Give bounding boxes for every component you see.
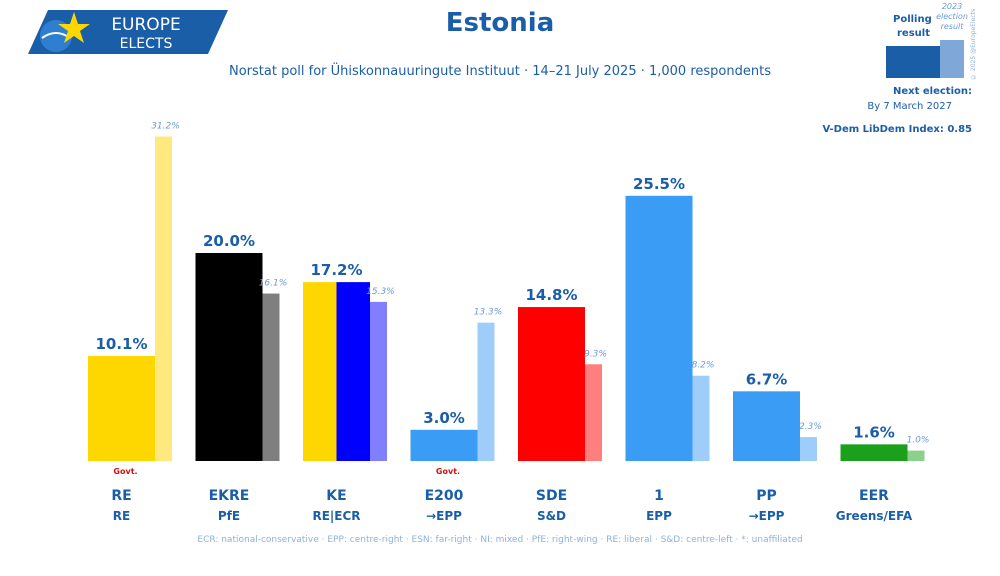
party-label: E200 (425, 488, 464, 504)
poll-value-label: 17.2% (310, 261, 362, 279)
legend-polling-swatch (886, 46, 948, 78)
election-bar (907, 450, 925, 461)
group-label: S&D (537, 509, 566, 523)
election-value-label: 1.0% (907, 436, 930, 446)
logo-line-1: EUROPE (111, 15, 180, 35)
election-value-label: 9.3% (584, 349, 607, 359)
group-label: EPP (646, 509, 672, 523)
group-label: →EPP (749, 509, 785, 523)
poll-bar (733, 391, 800, 461)
next-election-date: By 7 March 2027 (867, 101, 952, 112)
party-label: EER (859, 488, 889, 504)
poll-bar (840, 444, 908, 461)
poll-bar (88, 355, 155, 461)
election-value-label: 16.1% (259, 279, 288, 289)
legend-election-label-2: election (936, 12, 968, 21)
election-value-label: 31.2% (151, 122, 180, 132)
next-election-label: Next election: (893, 86, 972, 97)
poll-value-label: 20.0% (203, 232, 255, 250)
poll-bar (410, 429, 478, 461)
party-label: KE (326, 488, 346, 504)
legend-election-swatch (940, 40, 964, 78)
poll-value-label: 10.1% (95, 335, 147, 353)
party-label: SDE (536, 488, 567, 504)
poll-bar (625, 195, 693, 462)
star-icon (58, 12, 90, 43)
poll-value-label: 1.6% (853, 423, 895, 441)
election-bar (262, 293, 280, 461)
poll-value-label: 14.8% (525, 286, 577, 304)
group-label: →EPP (426, 509, 462, 523)
party-label: EKRE (209, 488, 250, 504)
election-value-label: 15.3% (366, 287, 395, 297)
election-bar (585, 364, 602, 461)
logo-banner (28, 10, 228, 54)
election-value-label: 2.3% (799, 422, 822, 432)
group-label: PfE (218, 509, 240, 523)
europe-elects-logo: EUROPE ELECTS (28, 10, 228, 54)
election-value-label: 8.2% (692, 361, 715, 371)
election-bar (800, 437, 817, 461)
poll-bar (195, 253, 263, 461)
footnote: ECR: national-conservative · EPP: centre… (197, 535, 803, 545)
poll-bar (303, 282, 337, 461)
poll-bar (336, 282, 370, 461)
legend-election-label-3: result (940, 22, 964, 31)
poll-value-label: 3.0% (423, 409, 465, 427)
party-label: PP (756, 488, 777, 504)
election-bar (692, 375, 710, 461)
election-value-label: 13.3% (474, 308, 503, 318)
election-bar (370, 301, 387, 461)
logo-line-2: ELECTS (120, 36, 173, 52)
poll-value-label: 6.7% (746, 370, 788, 388)
chart-title: Estonia (445, 8, 555, 38)
election-bar (155, 136, 172, 461)
legend-polling-label-2: result (897, 28, 930, 39)
legend-polling-label-1: Polling (893, 14, 932, 25)
group-label: RE|ECR (312, 509, 360, 523)
group-label: RE (113, 509, 130, 523)
poll-value-label: 25.5% (633, 175, 685, 193)
govt-label: Govt. (113, 467, 137, 476)
vdem-index: V-Dem LibDem Index: 0.85 (822, 124, 972, 135)
poll-bar (518, 307, 585, 461)
govt-label: Govt. (436, 467, 460, 476)
chart-subtitle: Norstat poll for Ühiskonnauuringute Inst… (229, 64, 771, 79)
party-label: RE (111, 488, 131, 504)
party-label: 1 (654, 488, 664, 504)
election-bar (477, 322, 495, 461)
group-label: Greens/EFA (836, 509, 913, 523)
legend-election-label-1: 2023 (941, 2, 963, 11)
